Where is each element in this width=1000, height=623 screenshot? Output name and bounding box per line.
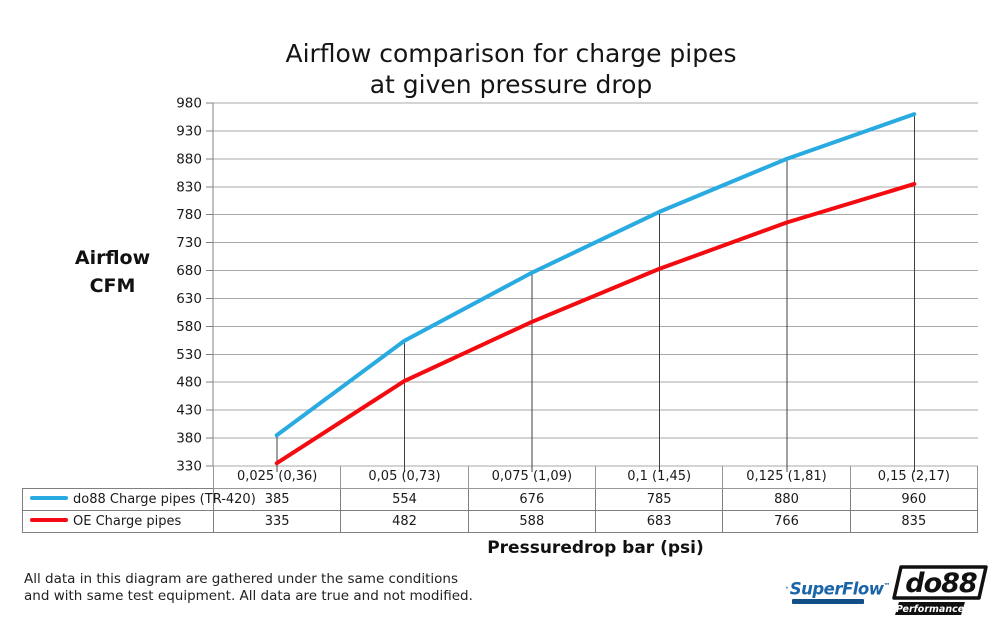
do88-tagline-bar [895, 602, 965, 615]
superflow-name: SuperFlow [789, 579, 884, 599]
chart-title-line2: at given pressure drop [369, 70, 653, 99]
legend-cell: do88 Charge pipes (TR-420) [22, 487, 256, 511]
category-label: 0,1 (1,45) [594, 466, 724, 489]
value-cell: 835 [849, 509, 979, 533]
superflow-swoosh-icon [786, 586, 788, 589]
do88-tagline: Performance [896, 604, 965, 615]
y-tick-label: 630 [176, 291, 202, 307]
value-cell: 482 [340, 509, 469, 533]
category-label: 0,05 (0,73) [340, 466, 469, 489]
y-tick-label: 580 [176, 319, 202, 335]
superflow-wordmark: SuperFlow™ [790, 578, 890, 604]
y-tick-label: 430 [176, 403, 202, 419]
y-tick-label: 830 [176, 179, 202, 195]
superflow-logo: SuperFlow™ [786, 573, 890, 607]
y-axis-title-line2: CFM [89, 275, 136, 297]
footer-note: All data in this diagram are gathered un… [24, 571, 473, 604]
do88-name: do88 [905, 568, 977, 599]
y-tick-label: 380 [176, 431, 202, 447]
y-tick-label: 880 [176, 151, 202, 167]
value-cell: 588 [467, 509, 596, 533]
trademark-symbol: ™ [883, 582, 891, 590]
do88-logo: do88 Performance [892, 565, 988, 615]
category-label: 0,125 (1,81) [722, 466, 851, 489]
category-label: 0,025 (0,36) [212, 466, 342, 489]
footer-note-line1: All data in this diagram are gathered un… [24, 571, 458, 587]
table-corner-cell [23, 466, 214, 488]
legend-line-swatch [30, 518, 68, 522]
series-row: do88 Charge pipes (TR-420) 385 554 676 785 88… [22, 487, 979, 511]
y-tick-label: 680 [176, 263, 202, 279]
superflow-tagline-bar [791, 598, 864, 604]
value-cell: 554 [340, 487, 469, 511]
value-cell: 785 [594, 487, 724, 511]
y-tick-label: 730 [176, 235, 202, 251]
y-tick-label: 330 [176, 459, 202, 475]
value-cell: 676 [467, 487, 596, 511]
y-tick-label: 930 [176, 123, 202, 139]
y-tick-label: 780 [176, 207, 202, 223]
value-cell: 335 [212, 509, 342, 533]
legend-cell: OE Charge pipes [22, 509, 214, 533]
y-tick-label: 980 [176, 96, 202, 112]
chart-title-line1: Airflow comparison for charge pipes [285, 39, 737, 68]
legend-label: OE Charge pipes [73, 513, 182, 529]
x-axis-title: Pressuredrop bar (psi) [487, 538, 704, 558]
chart-title: Airflow comparison for charge pipes at g… [22, 38, 1000, 100]
do88-logo-frame [892, 565, 988, 600]
y-axis-title: Airflow CFM [60, 244, 165, 300]
category-label: 0,075 (1,09) [467, 466, 596, 489]
chart-data-table: 0,025 (0,36) 0,05 (0,73) 0,075 (1,09) 0,1 (… [22, 466, 979, 533]
series-line-do88 [274, 112, 917, 438]
value-cell: 766 [722, 509, 851, 533]
category-label: 0,15 (2,17) [849, 466, 979, 489]
legend-line-swatch [30, 496, 68, 500]
series-line-oe [274, 181, 917, 466]
series-row: OE Charge pipes 335 482 588 683 766 835 [22, 509, 979, 533]
legend-label: do88 Charge pipes (TR-420) [73, 491, 256, 507]
y-tick-label: 530 [176, 347, 202, 363]
value-cell: 960 [849, 487, 979, 511]
y-axis-title-line1: Airflow [74, 247, 151, 269]
category-header-row: 0,025 (0,36) 0,05 (0,73) 0,075 (1,09) 0,1 (… [23, 466, 979, 489]
value-cell: 880 [722, 487, 851, 511]
value-cell: 683 [594, 509, 724, 533]
footer-note-line2: and with same test equipment. All data a… [24, 587, 473, 604]
y-tick-label: 480 [176, 375, 202, 391]
